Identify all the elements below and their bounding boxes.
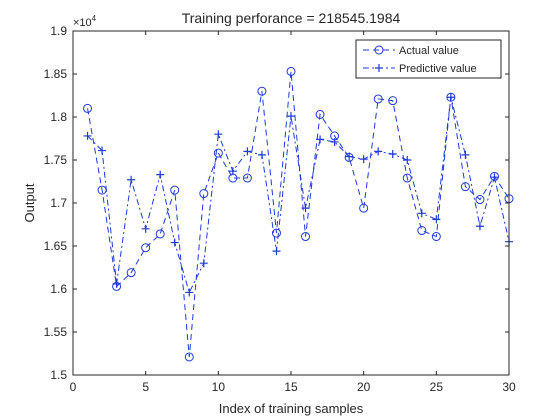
y-tick-label: 1.5 xyxy=(50,368,67,382)
predictive-value-point xyxy=(127,175,136,184)
actual-value-point xyxy=(141,243,151,253)
predictive-value-point xyxy=(170,238,179,247)
legend-marker-actual xyxy=(374,45,384,55)
x-tick-label: 25 xyxy=(430,380,444,394)
predictive-value-point xyxy=(490,173,499,182)
predictive-value-point xyxy=(287,112,295,121)
actual-value-point xyxy=(388,96,398,106)
predictive-value-point xyxy=(403,156,412,164)
predictive-value-point xyxy=(156,170,165,179)
predictive-value-point xyxy=(388,149,397,158)
actual-value-point xyxy=(257,86,267,96)
series-line-actual xyxy=(87,71,510,357)
x-tick-label: 30 xyxy=(502,380,516,394)
actual-value-point xyxy=(213,148,223,158)
chart-title: Training perforance = 218545.1984 xyxy=(182,10,401,26)
legend-marker-predictive xyxy=(375,64,383,72)
predictive-value-point xyxy=(228,167,237,176)
predictive-value-point xyxy=(83,131,92,140)
y-tick-label: 1.7 xyxy=(50,196,67,210)
predictive-value-point xyxy=(301,204,310,213)
predictive-value-point xyxy=(316,135,325,144)
y-axis-label: Output xyxy=(22,183,37,222)
predictive-value-point xyxy=(243,147,252,156)
predictive-value-point xyxy=(417,209,426,218)
predictive-value-point xyxy=(112,279,121,288)
actual-value-point xyxy=(83,103,93,113)
legend: Actual value Predictive value xyxy=(355,39,502,79)
predictive-value-point xyxy=(98,146,107,155)
actual-value-point xyxy=(126,268,136,278)
y-tick-label: 1.55 xyxy=(44,325,68,339)
x-tick-label: 10 xyxy=(212,380,226,394)
actual-value-point xyxy=(271,228,281,238)
predictive-value-point xyxy=(345,152,354,161)
x-axis-label: Index of training samples xyxy=(219,401,364,416)
actual-value-point xyxy=(97,185,107,195)
actual-value-point xyxy=(184,352,194,362)
y-tick-label: 1.85 xyxy=(44,67,68,81)
predictive-value-point xyxy=(461,150,470,159)
actual-value-point xyxy=(242,173,252,183)
x-tick-label: 5 xyxy=(142,380,149,394)
series-lines xyxy=(87,71,510,357)
actual-value-point xyxy=(373,94,383,104)
actual-value-point xyxy=(402,173,412,183)
actual-value-point xyxy=(301,232,311,242)
y-axis-exponent-base: ×10 xyxy=(73,17,92,29)
x-axis-ticks: 0 5 10 15 20 25 30 xyxy=(70,31,516,394)
y-axis-exponent-power: 4 xyxy=(92,14,97,23)
x-tick-label: 0 xyxy=(70,380,77,394)
predictive-value-point xyxy=(257,150,266,159)
predictive-value-point xyxy=(185,288,194,297)
y-tick-label: 1.75 xyxy=(44,153,68,167)
predictive-value-point xyxy=(359,155,368,164)
y-axis-exponent: ×104 xyxy=(73,14,97,29)
y-tick-label: 1.9 xyxy=(50,24,67,38)
y-tick-label: 1.8 xyxy=(50,110,67,124)
legend-label-actual: Actual value xyxy=(399,45,459,57)
actual-value-point xyxy=(475,195,485,205)
series-line-predictive xyxy=(87,97,510,294)
x-tick-label: 20 xyxy=(357,380,371,394)
predictive-value-point xyxy=(374,147,383,156)
predictive-value-point xyxy=(475,222,484,231)
predictive-value-point xyxy=(141,224,150,233)
actual-value-point xyxy=(155,229,165,239)
actual-value-point xyxy=(460,182,470,192)
predictive-value-point xyxy=(432,215,441,224)
legend-label-predictive: Predictive value xyxy=(399,63,477,75)
actual-value-point xyxy=(431,232,441,242)
actual-value-point xyxy=(286,66,296,76)
y-tick-label: 1.65 xyxy=(44,239,68,253)
predictive-value-point xyxy=(214,130,223,139)
actual-value-point xyxy=(199,189,209,199)
predictive-value-point xyxy=(272,247,281,256)
predictive-value-point xyxy=(446,93,455,102)
predictive-value-point xyxy=(330,137,339,146)
actual-value-point xyxy=(315,109,325,119)
actual-value-point xyxy=(170,185,180,195)
predictive-value-point xyxy=(199,259,208,268)
actual-value-point xyxy=(417,226,427,236)
y-axis-ticks: 1.5 1.55 1.6 1.65 1.7 1.75 1.8 1.85 1.9 xyxy=(44,24,509,382)
y-tick-label: 1.6 xyxy=(50,282,67,296)
x-tick-label: 15 xyxy=(284,380,298,394)
plot-area xyxy=(73,31,509,375)
actual-value-point xyxy=(359,203,369,213)
